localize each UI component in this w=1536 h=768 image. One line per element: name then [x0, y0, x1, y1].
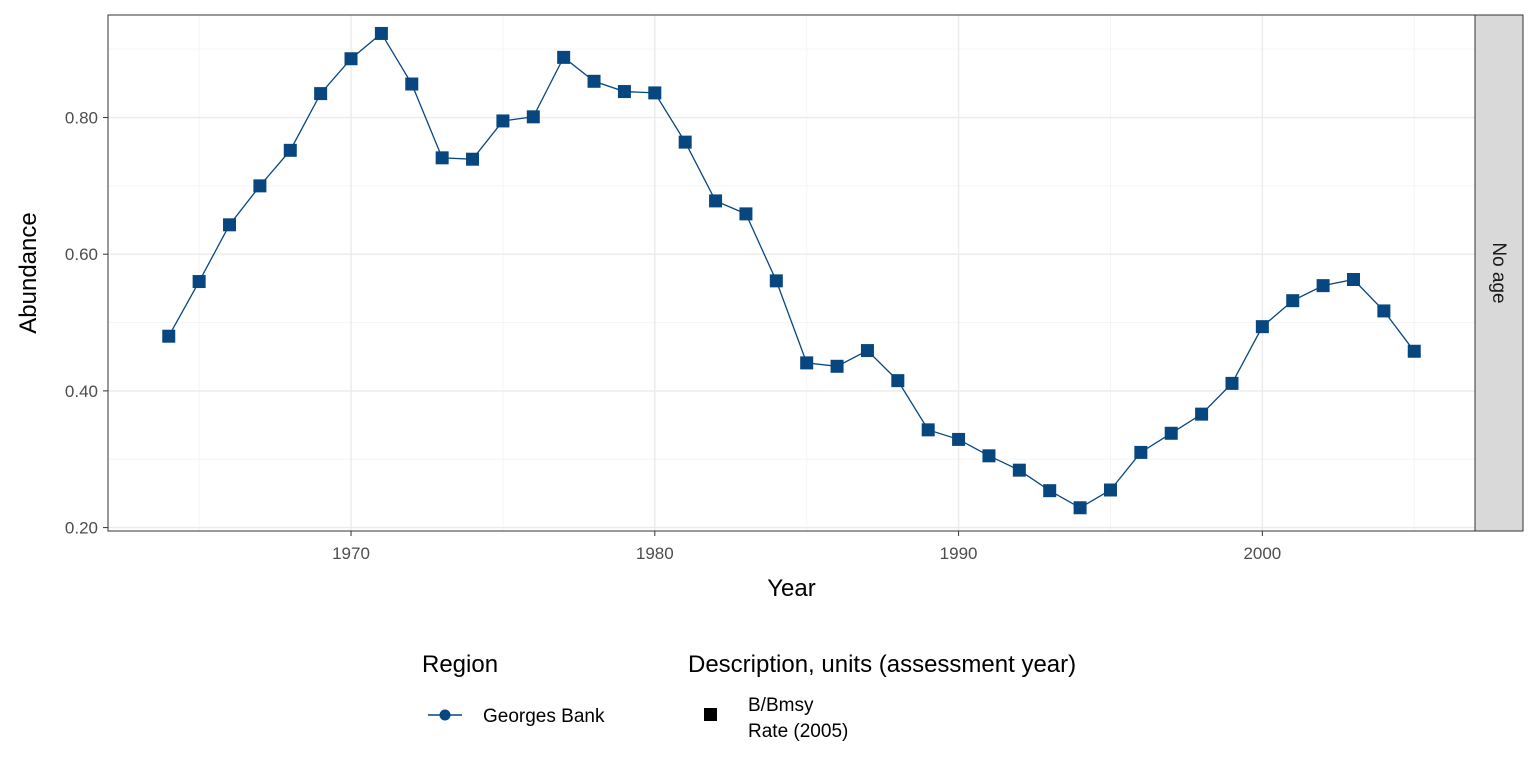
data-point	[1377, 304, 1391, 318]
data-point	[1103, 483, 1117, 497]
data-point	[1346, 272, 1360, 286]
data-point	[617, 85, 631, 99]
data-point	[435, 151, 449, 165]
data-point	[830, 359, 844, 373]
x-tick-label: 1980	[636, 544, 674, 563]
y-tick-label: 0.80	[65, 109, 98, 128]
y-axis: 0.20 0.40 0.60 0.80	[65, 109, 108, 538]
x-axis-title: Year	[767, 575, 816, 602]
legend: Region Georges Bank Description, units (…	[422, 651, 1076, 742]
legend-label-georges-bank: Georges Bank	[483, 706, 605, 727]
legend-label-description-line1: B/Bmsy	[748, 695, 814, 716]
data-point	[162, 329, 176, 343]
data-point	[982, 449, 996, 463]
y-tick-label: 0.40	[65, 382, 98, 401]
legend-key-circle	[439, 709, 451, 721]
major-gridlines	[108, 15, 1475, 531]
data-point	[557, 50, 571, 64]
data-point	[314, 87, 328, 101]
data-point	[1073, 501, 1087, 515]
legend-title-description: Description, units (assessment year)	[688, 651, 1076, 678]
data-point	[405, 77, 419, 91]
data-point	[709, 194, 723, 208]
x-tick-label: 1990	[940, 544, 978, 563]
data-point	[587, 74, 601, 88]
legend-label-description-line2: Rate (2005)	[748, 721, 848, 742]
data-point	[223, 218, 237, 232]
data-point	[1407, 344, 1421, 358]
plot-panel	[108, 15, 1475, 531]
data-point	[496, 114, 510, 128]
data-point	[344, 52, 358, 66]
data-point	[526, 110, 540, 124]
series-layer	[162, 26, 1421, 515]
data-point	[921, 423, 935, 437]
data-point	[192, 275, 206, 289]
data-point	[1255, 320, 1269, 334]
y-tick-label: 0.60	[65, 245, 98, 264]
x-tick-label: 1970	[332, 544, 370, 563]
data-point	[800, 356, 814, 370]
data-point	[1286, 294, 1300, 308]
data-point	[952, 432, 966, 446]
facet-strip	[1474, 14, 1524, 532]
data-point	[466, 152, 480, 166]
data-point	[1043, 484, 1057, 498]
minor-gridlines	[108, 15, 1475, 531]
data-point	[648, 86, 662, 100]
data-point	[1195, 407, 1209, 421]
data-point	[374, 26, 388, 40]
data-point	[1012, 463, 1026, 477]
data-point	[739, 207, 753, 221]
data-point	[253, 179, 267, 193]
data-point	[1164, 426, 1178, 440]
legend-title-region: Region	[422, 651, 498, 678]
data-point	[891, 374, 905, 388]
data-point	[678, 135, 692, 149]
data-point	[1316, 279, 1330, 293]
x-tick-label: 2000	[1243, 544, 1281, 563]
y-tick-label: 0.20	[65, 519, 98, 538]
data-point	[1225, 376, 1239, 390]
x-axis: 1970 1980 1990 2000	[332, 531, 1281, 563]
facet-strip-label: No age	[1488, 242, 1509, 303]
data-point	[283, 143, 297, 157]
y-axis-title: Abundance	[15, 212, 42, 333]
data-point	[769, 274, 783, 288]
legend-key-square	[704, 708, 717, 721]
data-point	[1134, 445, 1148, 459]
data-point	[860, 344, 874, 358]
